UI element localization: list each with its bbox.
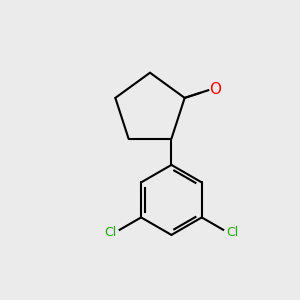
Text: Cl: Cl [104, 226, 116, 239]
Text: O: O [209, 82, 221, 97]
Text: Cl: Cl [227, 226, 239, 239]
